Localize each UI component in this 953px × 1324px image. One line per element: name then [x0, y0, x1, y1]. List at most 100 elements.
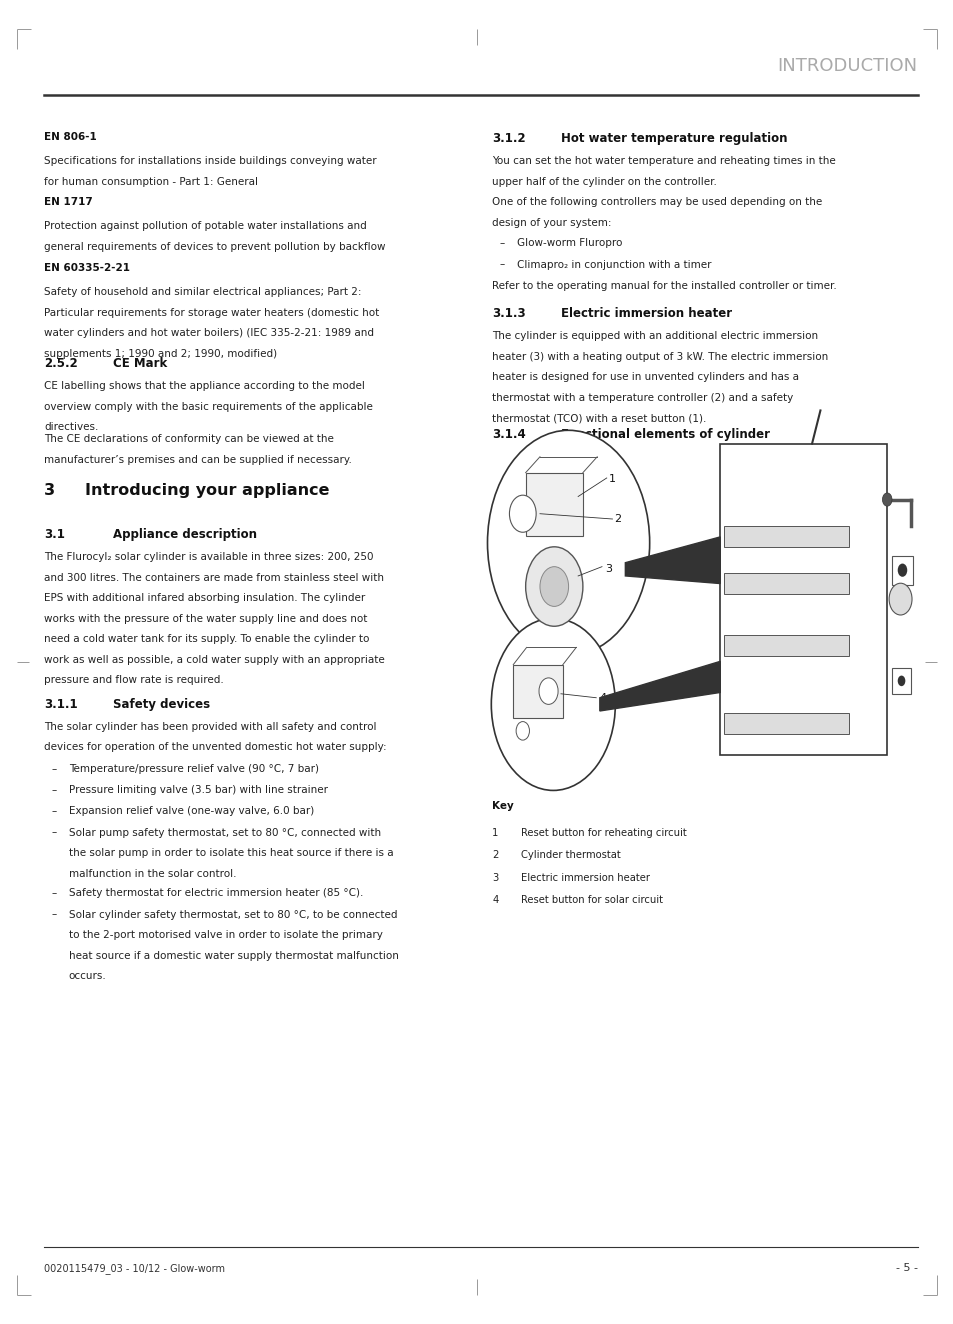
Text: 4: 4	[492, 895, 498, 906]
Text: for human consumption - Part 1: General: for human consumption - Part 1: General	[44, 176, 257, 187]
Circle shape	[897, 564, 906, 577]
Text: EN 60335-2-21: EN 60335-2-21	[44, 263, 130, 274]
Text: Functional elements of cylinder: Functional elements of cylinder	[560, 428, 769, 441]
Text: design of your system:: design of your system:	[492, 217, 611, 228]
Text: 3.1.2: 3.1.2	[492, 132, 525, 146]
Text: 1: 1	[608, 474, 615, 485]
Circle shape	[882, 493, 891, 506]
Text: 2.5.2: 2.5.2	[44, 357, 77, 371]
Text: Particular requirements for storage water heaters (domestic hot: Particular requirements for storage wate…	[44, 307, 378, 318]
Text: –: –	[499, 260, 505, 270]
Text: 4: 4	[598, 692, 605, 703]
Circle shape	[539, 567, 568, 606]
Bar	[525, 473, 582, 536]
Text: Cylinder thermostat: Cylinder thermostat	[520, 850, 620, 861]
Text: work as well as possible, a cold water supply with an appropriate: work as well as possible, a cold water s…	[44, 655, 384, 665]
Text: EN 1717: EN 1717	[44, 197, 92, 208]
Text: heat source if a domestic water supply thermostat malfunction: heat source if a domestic water supply t…	[69, 951, 398, 961]
Text: Temperature/pressure relief valve (90 °C, 7 bar): Temperature/pressure relief valve (90 °C…	[69, 764, 318, 775]
Text: –: –	[51, 806, 57, 817]
Text: 3.1.1: 3.1.1	[44, 698, 77, 711]
Text: Protection against pollution of potable water installations and: Protection against pollution of potable …	[44, 221, 366, 232]
Text: need a cold water tank for its supply. To enable the cylinder to: need a cold water tank for its supply. T…	[44, 634, 369, 645]
Polygon shape	[599, 662, 720, 711]
Text: supplements 1; 1990 and 2; 1990, modified): supplements 1; 1990 and 2; 1990, modifie…	[44, 348, 276, 359]
Bar	[722, 526, 848, 548]
Text: Safety thermostat for electric immersion heater (85 °C).: Safety thermostat for electric immersion…	[69, 888, 363, 899]
Text: 3: 3	[604, 564, 611, 575]
Text: CE Mark: CE Mark	[112, 357, 167, 371]
Text: The solar cylinder has been provided with all safety and control: The solar cylinder has been provided wit…	[44, 722, 376, 732]
Text: manufacturer’s premises and can be supplied if necessary.: manufacturer’s premises and can be suppl…	[44, 454, 352, 465]
Text: upper half of the cylinder on the controller.: upper half of the cylinder on the contro…	[492, 176, 717, 187]
Text: 2: 2	[614, 514, 620, 524]
Bar	[513, 665, 562, 718]
Bar	[722, 636, 848, 657]
Text: water cylinders and hot water boilers) (IEC 335-2-21: 1989 and: water cylinders and hot water boilers) (…	[44, 328, 374, 339]
Text: INTRODUCTION: INTRODUCTION	[777, 57, 917, 75]
Text: –: –	[51, 785, 57, 796]
Text: Solar pump safety thermostat, set to 80 °C, connected with: Solar pump safety thermostat, set to 80 …	[69, 828, 380, 838]
Text: 3.1: 3.1	[44, 528, 65, 542]
Text: –: –	[51, 828, 57, 838]
Text: devices for operation of the unvented domestic hot water supply:: devices for operation of the unvented do…	[44, 741, 386, 752]
Circle shape	[538, 678, 558, 704]
Text: thermostat with a temperature controller (2) and a safety: thermostat with a temperature controller…	[492, 392, 793, 402]
Text: Expansion relief valve (one-way valve, 6.0 bar): Expansion relief valve (one-way valve, 6…	[69, 806, 314, 817]
Text: 0020115479_03 - 10/12 - Glow-worm: 0020115479_03 - 10/12 - Glow-worm	[44, 1263, 225, 1274]
Text: You can set the hot water temperature and reheating times in the: You can set the hot water temperature an…	[492, 156, 835, 167]
Text: Hot water temperature regulation: Hot water temperature regulation	[560, 132, 786, 146]
Text: CE labelling shows that the appliance according to the model: CE labelling shows that the appliance ac…	[44, 381, 364, 392]
Text: the solar pump in order to isolate this heat source if there is a: the solar pump in order to isolate this …	[69, 849, 393, 858]
Circle shape	[487, 430, 649, 655]
Circle shape	[897, 675, 904, 686]
Text: EN 806-1: EN 806-1	[44, 132, 96, 143]
Text: Climapro₂ in conjunction with a timer: Climapro₂ in conjunction with a timer	[517, 260, 711, 270]
Text: Pressure limiting valve (3.5 bar) with line strainer: Pressure limiting valve (3.5 bar) with l…	[69, 785, 327, 796]
Circle shape	[516, 722, 529, 740]
Text: Safety devices: Safety devices	[112, 698, 210, 711]
Text: –: –	[51, 764, 57, 775]
Text: Reset button for reheating circuit: Reset button for reheating circuit	[520, 828, 686, 838]
Text: Introducing your appliance: Introducing your appliance	[85, 483, 329, 498]
Circle shape	[888, 583, 911, 614]
Text: Refer to the operating manual for the installed controller or timer.: Refer to the operating manual for the in…	[492, 281, 836, 291]
Circle shape	[525, 547, 582, 626]
Text: pressure and flow rate is required.: pressure and flow rate is required.	[44, 675, 223, 686]
Text: EPS with additional infared absorbing insulation. The cylinder: EPS with additional infared absorbing in…	[44, 593, 365, 604]
Text: Reset button for solar circuit: Reset button for solar circuit	[520, 895, 662, 906]
Text: 2: 2	[492, 850, 498, 861]
Text: –: –	[51, 910, 57, 920]
Bar	[720, 444, 886, 755]
Text: overview comply with the basic requirements of the applicable: overview comply with the basic requireme…	[44, 402, 373, 412]
Text: 3: 3	[44, 483, 55, 498]
Bar	[722, 712, 848, 733]
Text: Appliance description: Appliance description	[112, 528, 256, 542]
Text: –: –	[51, 888, 57, 899]
Text: 3.1.4: 3.1.4	[492, 428, 525, 441]
Bar	[891, 556, 912, 585]
Bar	[722, 573, 848, 594]
Text: 3: 3	[492, 873, 498, 883]
Text: Specifications for installations inside buildings conveying water: Specifications for installations inside …	[44, 156, 376, 167]
Text: The cylinder is equipped with an additional electric immersion: The cylinder is equipped with an additio…	[492, 331, 818, 342]
Text: directives.: directives.	[44, 422, 98, 433]
Text: 1: 1	[492, 828, 498, 838]
Text: 3.1.3: 3.1.3	[492, 307, 525, 320]
Text: thermostat (TCO) with a reset button (1).: thermostat (TCO) with a reset button (1)…	[492, 413, 706, 424]
Text: Key: Key	[492, 801, 514, 812]
Text: Electric immersion heater: Electric immersion heater	[520, 873, 649, 883]
Text: heater is designed for use in unvented cylinders and has a: heater is designed for use in unvented c…	[492, 372, 799, 383]
Text: Safety of household and similar electrical appliances; Part 2:: Safety of household and similar electric…	[44, 287, 361, 298]
Text: Electric immersion heater: Electric immersion heater	[560, 307, 731, 320]
Text: Solar cylinder safety thermostat, set to 80 °C, to be connected: Solar cylinder safety thermostat, set to…	[69, 910, 396, 920]
Text: The Flurocyl₂ solar cylinder is available in three sizes: 200, 250: The Flurocyl₂ solar cylinder is availabl…	[44, 552, 373, 563]
Text: and 300 litres. The containers are made from stainless steel with: and 300 litres. The containers are made …	[44, 572, 383, 583]
Polygon shape	[624, 538, 720, 584]
Text: works with the pressure of the water supply line and does not: works with the pressure of the water sup…	[44, 614, 367, 624]
Text: occurs.: occurs.	[69, 972, 107, 981]
Circle shape	[509, 495, 536, 532]
Circle shape	[491, 618, 615, 790]
Text: malfunction in the solar control.: malfunction in the solar control.	[69, 869, 236, 879]
Text: - 5 -: - 5 -	[895, 1263, 917, 1274]
